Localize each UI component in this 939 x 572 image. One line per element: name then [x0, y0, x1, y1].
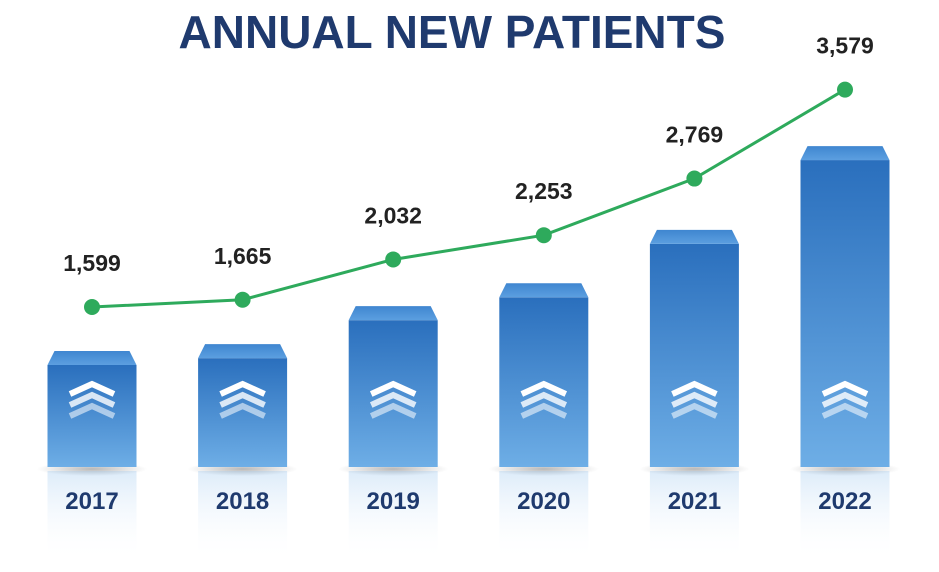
- bar-2022: [800, 160, 890, 467]
- bar-cap: [649, 229, 739, 244]
- x-tick-label: 2020: [517, 488, 570, 515]
- triple-chevron-up-icon: [219, 380, 266, 419]
- data-label: 1,665: [214, 243, 272, 269]
- data-point: [385, 251, 402, 268]
- data-label: 2,769: [666, 122, 724, 148]
- triple-chevron-up-icon: [520, 380, 568, 419]
- bar-cap: [348, 306, 438, 321]
- triple-chevron-up-icon: [821, 380, 869, 419]
- x-tick-label: 2021: [668, 488, 721, 515]
- bar-2017: [47, 365, 137, 467]
- bar-2021: [649, 243, 739, 467]
- x-tick-label: 2018: [216, 488, 269, 515]
- bar-reflection: [348, 471, 438, 561]
- bar-cap: [800, 146, 890, 161]
- data-point: [535, 227, 552, 244]
- x-tick-label: 2019: [367, 488, 420, 515]
- bar-cap: [198, 344, 288, 359]
- triple-chevron-up-icon: [369, 380, 417, 419]
- x-tick-label: 2022: [818, 488, 871, 515]
- bar-reflection: [800, 471, 890, 561]
- data-point: [84, 299, 100, 315]
- bar-2018: [198, 358, 288, 467]
- bar-reflection: [198, 471, 288, 561]
- x-tick-label: 2017: [65, 488, 118, 515]
- data-point: [837, 81, 853, 98]
- bar-reflection: [47, 471, 137, 561]
- chart-title: ANNUAL NEW PATIENTS: [179, 6, 726, 58]
- data-label: 1,599: [63, 250, 121, 276]
- triple-chevron-up-icon: [671, 380, 718, 419]
- series-line: [91, 88, 846, 309]
- data-point: [686, 170, 703, 187]
- data-label: 2,253: [515, 178, 573, 204]
- data-label: 3,579: [816, 33, 874, 59]
- bar-reflection: [649, 471, 739, 561]
- data-point: [234, 291, 251, 308]
- triple-chevron-up-icon: [68, 380, 116, 419]
- data-label: 2,032: [364, 202, 422, 228]
- bar-cap: [499, 283, 589, 298]
- bar-cap: [47, 351, 137, 365]
- bar-reflection: [499, 471, 589, 561]
